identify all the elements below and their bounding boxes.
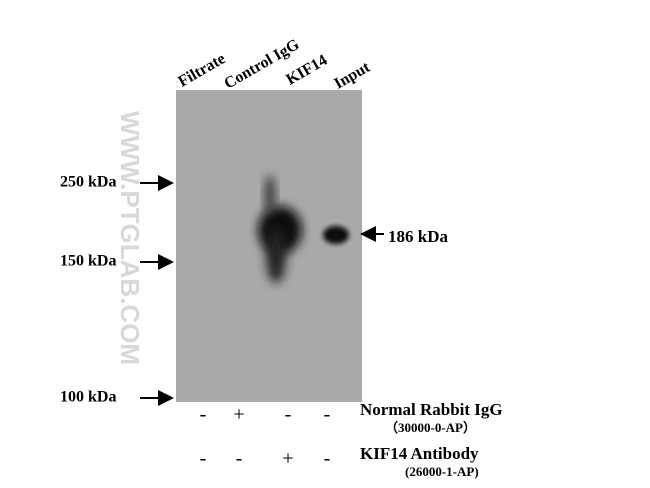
treatment-rows: - + - - Normal Rabbit IgG（30000-0-AP） - - + - KIF… xyxy=(200,400,503,479)
sign: + xyxy=(282,448,293,470)
lane-label: Input xyxy=(331,58,373,92)
marker-label: 150 kDa xyxy=(60,253,116,270)
row-label: KIF14 Antibody xyxy=(360,444,479,463)
bands xyxy=(258,175,349,283)
sign: - xyxy=(236,448,243,470)
sign: - xyxy=(285,404,292,426)
watermark: WWW.PTGLAB.COM xyxy=(115,111,145,365)
row-label: Normal Rabbit IgG xyxy=(360,400,503,419)
row-catalog: （30000-0-AP） xyxy=(385,420,476,435)
row-catalog: (26000-1-AP) xyxy=(405,464,479,479)
sign: - xyxy=(324,404,331,426)
sign: + xyxy=(233,404,244,426)
sign: - xyxy=(200,404,207,426)
sign: - xyxy=(200,448,207,470)
marker-label: 100 kDa xyxy=(60,389,116,406)
target-label: 186 kDa xyxy=(388,227,448,246)
lane-label: Filtrate xyxy=(175,50,228,90)
marker-label: 250 kDa xyxy=(60,174,116,191)
sign: - xyxy=(324,448,331,470)
